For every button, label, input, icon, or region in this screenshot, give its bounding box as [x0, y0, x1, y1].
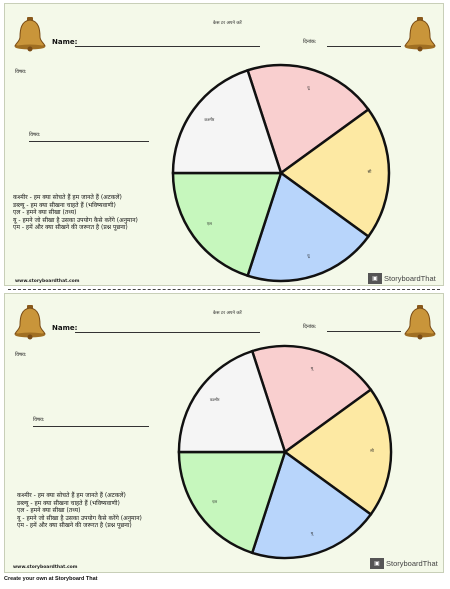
wheel-segment[interactable]: [171, 171, 283, 278]
name-label: Name:: [52, 38, 78, 46]
segment-label: कश्मीर: [210, 397, 220, 402]
wheel-segment[interactable]: [171, 68, 283, 175]
legend-item: डब्ल्यू - हम क्या सीखना चाहते हैं (भविष्…: [13, 201, 116, 209]
bell-icon: [403, 304, 437, 344]
legend-item: एल - हमने क्या सीखा (तथ्य): [13, 209, 77, 217]
legend-item: यू - हमने जो सीखा है उसका उपयोग कैसे करे…: [13, 216, 138, 224]
wheel-segment[interactable]: [282, 387, 393, 517]
legend-item: एम - हमें और क्या सीखने की जरूरत है (प्र…: [17, 522, 132, 530]
website-text[interactable]: www.storyboardthat.com: [13, 565, 78, 570]
segment-label: कश्मीर: [204, 117, 214, 122]
topic-line[interactable]: [29, 141, 149, 142]
worksheet-bottom: केस टर अपने करें Name: दिनांक: विषय: विष…: [4, 293, 444, 573]
segment-label: एल: [212, 499, 217, 504]
worksheet-top: केस टर अपने करें Name: दिनांक: विषय: विष…: [4, 3, 444, 286]
legend: कश्मीर - हम क्या सोचते हैं हम जानते हैं …: [13, 194, 138, 232]
center-label: विषय:: [33, 417, 45, 423]
wheel-segment[interactable]: [278, 107, 391, 239]
bell-icon: [13, 304, 47, 344]
date-line[interactable]: [327, 46, 401, 47]
topic-label: विषय:: [15, 69, 27, 75]
segment-label: सी: [370, 448, 375, 453]
legend-item: एम - हमें और क्या सीखने की जरूरत है (प्र…: [13, 224, 128, 232]
header-title: केस टर अपने करें: [213, 311, 242, 316]
topic-label: विषय:: [15, 352, 27, 358]
legend: कश्मीर - हम क्या सोचते हैं हम जानते हैं …: [17, 492, 142, 530]
segment-label: सी: [368, 169, 373, 174]
name-line[interactable]: [75, 332, 260, 333]
wheel-segment[interactable]: [246, 170, 371, 283]
wheel-segment[interactable]: [177, 450, 287, 555]
storyboard-icon: ▣: [370, 558, 384, 569]
center-label: विषय:: [29, 132, 41, 138]
segment-label: यू: [311, 531, 314, 537]
topic-line[interactable]: [33, 426, 149, 427]
kwlum-wheel: यू सी यू एल कश्मीर: [171, 63, 391, 283]
cut-line: [8, 289, 440, 290]
legend-item: एल - हमने क्या सीखा (तथ्य): [17, 507, 81, 515]
footer-link[interactable]: Create your own at Storyboard That: [4, 576, 98, 582]
segment-label: यू: [311, 365, 314, 371]
wheel-segment[interactable]: [250, 344, 373, 454]
name-line[interactable]: [75, 46, 260, 47]
wheel-segment[interactable]: [250, 450, 373, 560]
segment-label: यू: [307, 253, 310, 259]
bell-icon: [13, 16, 47, 56]
segment-label: एल: [207, 221, 212, 226]
legend-item: कश्मीर - हम क्या सोचते हैं हम जानते हैं …: [17, 492, 126, 499]
name-label: Name:: [52, 324, 78, 332]
legend-item: कश्मीर - हम क्या सोचते हैं हम जानते हैं …: [13, 194, 122, 201]
bell-icon: [403, 16, 437, 56]
segment-label: यू: [307, 85, 310, 91]
wheel-segment[interactable]: [246, 63, 371, 176]
storyboardthat-logo: ▣ StoryboardThat: [368, 273, 436, 284]
wheel-segment[interactable]: [177, 349, 287, 454]
header-title: केस टर अपने करें: [213, 21, 242, 26]
legend-item: यू - हमने जो सीखा है उसका उपयोग कैसे करे…: [17, 514, 142, 522]
date-label: दिनांक:: [303, 39, 317, 45]
kwlum-wheel: यू सी यू एल कश्मीर: [177, 344, 393, 560]
date-label: दिनांक:: [303, 324, 317, 330]
storyboardthat-logo: ▣ StoryboardThat: [370, 558, 438, 569]
website-text[interactable]: www.storyboardthat.com: [15, 279, 80, 284]
legend-item: डब्ल्यू - हम क्या सीखना चाहते हैं (भविष्…: [17, 499, 120, 507]
storyboard-icon: ▣: [368, 273, 382, 284]
date-line[interactable]: [327, 331, 401, 332]
